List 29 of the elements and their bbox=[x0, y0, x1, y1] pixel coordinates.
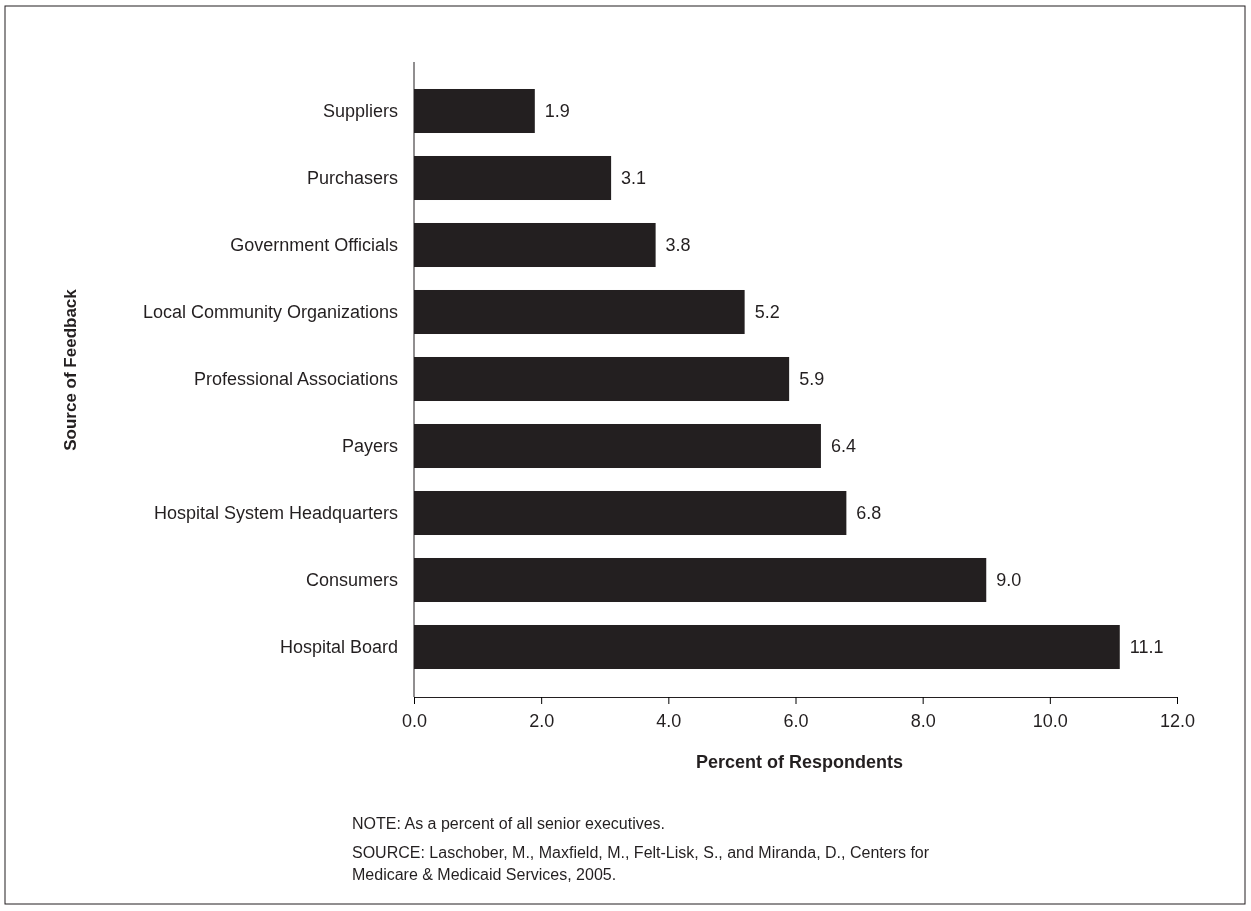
y-tick-label: Consumers bbox=[305, 569, 398, 590]
text: NOTE: As a percent of all senior executives. bbox=[352, 815, 666, 832]
x-axis-title: Percent of Respondents bbox=[695, 752, 904, 772]
data-label: 1.9 bbox=[544, 101, 570, 122]
data-label: 3.8 bbox=[665, 235, 691, 256]
data-label: 11.1 bbox=[1129, 637, 1164, 658]
x-tick-label: 6.0 bbox=[783, 710, 809, 731]
x-tick-label: 12.0 bbox=[1159, 710, 1196, 731]
y-axis-title: Source of Feedback bbox=[61, 288, 80, 451]
y-tick-label: Suppliers bbox=[322, 100, 398, 121]
y-tick-label: Hospital System Headquarters bbox=[153, 502, 398, 523]
x-tick-label: 10.0 bbox=[1032, 710, 1068, 731]
data-label: 9.0 bbox=[996, 570, 1022, 591]
data-label: 5.2 bbox=[754, 302, 780, 323]
y-tick-label: Government Officials bbox=[230, 234, 398, 255]
x-tick-label: 2.0 bbox=[529, 710, 555, 731]
source-note: SOURCE: Laschober, M., Maxfield, M., Felt-Lisk, S., and Miranda, D., Centers for Medicare & Medicaid Services, 2005. bbox=[352, 844, 930, 883]
x-tick-label: 8.0 bbox=[910, 710, 936, 731]
data-label: 3.1 bbox=[621, 168, 647, 189]
data-label: 6.4 bbox=[830, 436, 856, 457]
y-tick-label: Purchasers bbox=[306, 167, 398, 188]
y-tick-label: Hospital Board bbox=[279, 636, 398, 657]
y-tick-label: Local Community Organizations bbox=[142, 301, 398, 322]
y-tick-label: Professional Associations bbox=[193, 368, 398, 389]
data-label: 5.9 bbox=[799, 369, 825, 390]
y-tick-label: Payers bbox=[341, 435, 398, 456]
x-tick-label: 0.0 bbox=[401, 710, 428, 731]
x-tick-label: 4.0 bbox=[656, 710, 682, 731]
data-label: 6.8 bbox=[856, 503, 882, 524]
